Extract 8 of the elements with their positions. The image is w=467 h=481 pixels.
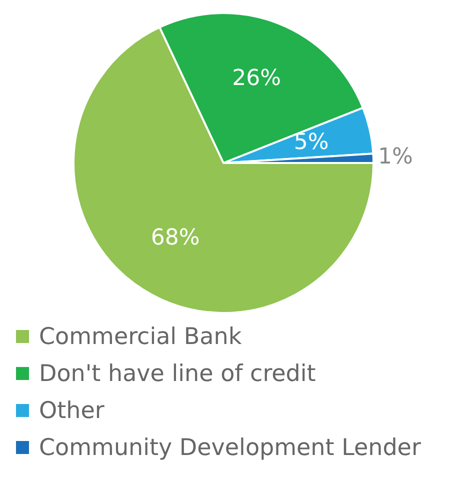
legend-label: Don't have line of credit <box>39 360 316 386</box>
legend-label: Community Development Lender <box>39 434 421 460</box>
data-label: 68% <box>150 226 200 251</box>
data-label: 1% <box>378 144 413 170</box>
legend-label: Other <box>39 398 104 424</box>
data-label: 26% <box>232 66 282 92</box>
legend-label: Commercial Bank <box>39 324 242 350</box>
data-label: 5% <box>294 130 329 156</box>
